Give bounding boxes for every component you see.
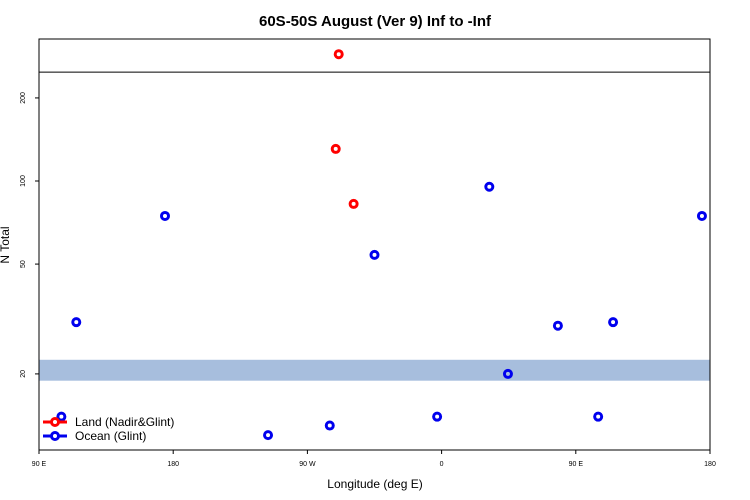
chart-title: 60S-50S August (Ver 9) Inf to -Inf: [259, 13, 492, 30]
point: [593, 411, 604, 422]
x-tick-label: 0: [440, 461, 444, 468]
x-tick-label: 90 E: [569, 461, 584, 468]
y-tick-label: 100: [20, 175, 27, 187]
legend-marker: [50, 431, 60, 441]
point: [71, 317, 82, 328]
y-axis-label: N Total: [0, 226, 12, 263]
point: [324, 420, 335, 431]
point: [333, 49, 344, 60]
x-axis-label: Longitude (deg E): [327, 477, 422, 491]
point: [608, 317, 619, 328]
x-tick-label: 90 E: [32, 461, 47, 468]
x-tick-label: 180: [704, 461, 716, 468]
point: [552, 320, 563, 331]
legend-label: Ocean (Glint): [75, 429, 146, 443]
point: [348, 198, 359, 209]
point: [369, 249, 380, 260]
point: [696, 210, 707, 221]
point: [432, 411, 443, 422]
x-tick-label: 180: [167, 461, 179, 468]
point: [56, 411, 67, 422]
point: [502, 368, 513, 379]
point: [263, 430, 274, 441]
point: [330, 143, 341, 154]
y-tick-label: 50: [20, 260, 27, 268]
band: [39, 359, 710, 381]
plot-frame: [38, 38, 711, 451]
legend-label: Land (Nadir&Glint): [75, 415, 174, 429]
y-tick-label: 200: [20, 92, 27, 104]
y-tick-label: 20: [20, 370, 27, 378]
legend-marker: [50, 417, 60, 427]
point: [159, 210, 170, 221]
point: [484, 181, 495, 192]
x-tick-label: 90 W: [299, 461, 316, 468]
